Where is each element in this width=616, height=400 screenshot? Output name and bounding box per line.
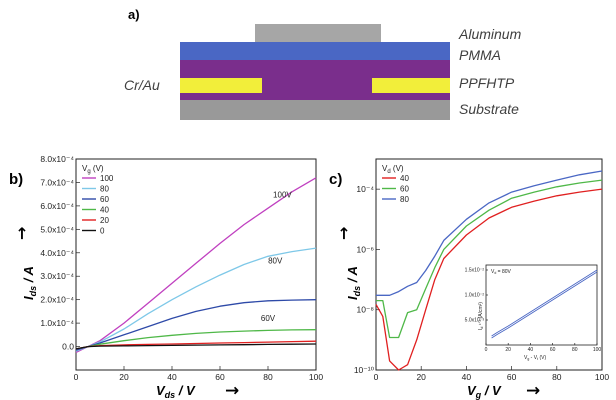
chart-c-xtick-label: 60 xyxy=(507,372,517,382)
chart-b-curve-label-80: 80V xyxy=(268,256,283,265)
chart-c-series-40-line xyxy=(375,188,603,371)
chart-b-xtick-label: 80 xyxy=(263,372,273,382)
panel-b-output-chart: b) 0.0 1.0x10⁻⁴ 2.0x10⁻⁴ 3.0x10⁻⁴ 4.0x10⁻⁴ 5.… xyxy=(9,154,323,400)
chart-b-xtick-label: 20 xyxy=(119,372,129,382)
chart-c-legend-item-80: 80 xyxy=(400,195,409,204)
chart-c-xlabel-arrow: → xyxy=(526,381,540,400)
chart-b-curve-label-100: 100V xyxy=(273,191,292,200)
pmma-label: PMMA xyxy=(459,47,501,63)
chart-b-series-80-line xyxy=(75,247,317,352)
chart-b-xtick-label: 40 xyxy=(167,372,177,382)
substrate-label: Substrate xyxy=(459,101,519,117)
electrode-right xyxy=(372,78,450,93)
chart-c-series-80-line xyxy=(376,170,603,296)
chart-b-ylabel: Ids / A xyxy=(21,266,38,300)
inset-ytick-label: 1.0x10⁻² xyxy=(465,293,485,299)
chart-c-inset: 5.0x10⁻³ 1.0x10⁻² 1.5x10⁻² 0 20 40 60 80 100 Vd… xyxy=(465,264,602,361)
chart-c-xtick-label: 100 xyxy=(595,372,609,382)
chart-c-ytick-label: 10⁻¹⁰ xyxy=(354,365,375,375)
chart-b-legend-item-40: 40 xyxy=(100,206,109,215)
chart-c-legend-item-60: 60 xyxy=(400,185,409,194)
chart-b-series-0-line xyxy=(75,343,317,350)
chart-c-ytick-label: 10⁻⁸ xyxy=(356,305,374,315)
inset-xtick-label: 0 xyxy=(485,347,488,353)
inset-annotation: Vd = 80V xyxy=(491,269,512,275)
electrode-left xyxy=(180,78,262,93)
inset-xlabel: Vg - Vt (V) xyxy=(524,355,546,361)
chart-c-xtick-label: 20 xyxy=(416,372,426,382)
chart-b-legend-item-20: 20 xyxy=(100,216,109,225)
chart-b-ytick-label: 5.0x10⁻⁴ xyxy=(40,224,74,234)
electrode-label: Cr/Au xyxy=(124,77,160,93)
chart-b-ytick-label: 2.0x10⁻⁴ xyxy=(40,295,74,305)
inset-xtick-label: 100 xyxy=(593,347,602,353)
inset-xtick-label: 80 xyxy=(572,347,578,353)
chart-b-frame xyxy=(75,158,317,371)
chart-c-xtick-label: 40 xyxy=(462,372,472,382)
chart-b-ytick-label: 1.0x10⁻⁴ xyxy=(40,318,74,328)
chart-b-curve-label-60: 60V xyxy=(261,314,276,323)
aluminum-label: Aluminum xyxy=(458,26,522,42)
inset-ylabel: Id ¹ᐟ² (A/cm²) xyxy=(478,302,484,330)
panel-c-label: c) xyxy=(329,171,342,188)
chart-c-ytick-label: 10⁻⁶ xyxy=(357,244,374,254)
chart-b-ytick-label: 8.0x10⁻⁴ xyxy=(40,154,74,164)
inset-series-1-line xyxy=(491,271,598,339)
chart-b-legend-item-80: 80 xyxy=(100,185,109,194)
chart-b-series-60-line xyxy=(75,299,317,351)
inset-xtick-label: 20 xyxy=(505,347,511,353)
chart-b-legend-item-100: 100 xyxy=(100,174,114,183)
inset-series-0-line xyxy=(491,269,598,337)
panel-a-device-schematic: a) Aluminum PMMA PPFHTP Substrate Cr/Au xyxy=(124,7,522,120)
chart-b-ytick-label: 3.0x10⁻⁴ xyxy=(40,271,74,281)
chart-b-xtick-label: 100 xyxy=(309,372,323,382)
chart-b-legend-item-60: 60 xyxy=(100,195,109,204)
substrate-layer xyxy=(180,100,450,120)
ppfhtp-label: PPFHTP xyxy=(459,75,515,91)
chart-c-ytick-label: 10⁻⁴ xyxy=(356,184,374,194)
chart-b-ylabel-arrow: → xyxy=(12,227,31,240)
panel-a-label: a) xyxy=(128,7,140,22)
chart-b-ytick-label: 0.0 xyxy=(62,342,74,352)
chart-c-legend-title: Vd (V) xyxy=(382,164,404,175)
chart-b-ytick-label: 7.0x10⁻⁴ xyxy=(40,177,74,187)
chart-c-xlabel: Vg / V xyxy=(467,383,502,400)
chart-b-legend-item-0: 0 xyxy=(100,227,105,236)
chart-c-xtick-label: 80 xyxy=(552,372,562,382)
chart-b-xtick-label: 0 xyxy=(74,372,79,382)
chart-b-xlabel-arrow: → xyxy=(225,381,239,400)
chart-b-legend-title: Vg (V) xyxy=(82,164,104,175)
chart-c-xtick-label: 0 xyxy=(374,372,379,382)
chart-b-series-40-line xyxy=(75,329,317,350)
chart-b-ytick-label: 6.0x10⁻⁴ xyxy=(40,201,74,211)
pmma-layer xyxy=(180,42,450,60)
chart-b-series-100-line xyxy=(75,177,317,353)
chart-b-xtick-label: 60 xyxy=(215,372,225,382)
chart-c-series-60-line xyxy=(376,179,603,339)
inset-ytick-label: 5.0x10⁻³ xyxy=(465,318,485,324)
panel-b-label: b) xyxy=(9,171,23,188)
inset-xtick-label: 60 xyxy=(550,347,556,353)
chart-c-ylabel: Ids / A xyxy=(345,266,362,300)
aluminum-layer xyxy=(255,24,381,42)
chart-c-frame xyxy=(375,158,603,371)
inset-ytick-label: 1.5x10⁻² xyxy=(465,268,485,274)
chart-c-ylabel-arrow: → xyxy=(334,227,353,240)
chart-c-legend-item-40: 40 xyxy=(400,174,409,183)
chart-b-ytick-label: 4.0x10⁻⁴ xyxy=(40,248,74,258)
chart-b-xlabel: Vds / V xyxy=(156,383,196,400)
inset-xtick-label: 40 xyxy=(528,347,534,353)
